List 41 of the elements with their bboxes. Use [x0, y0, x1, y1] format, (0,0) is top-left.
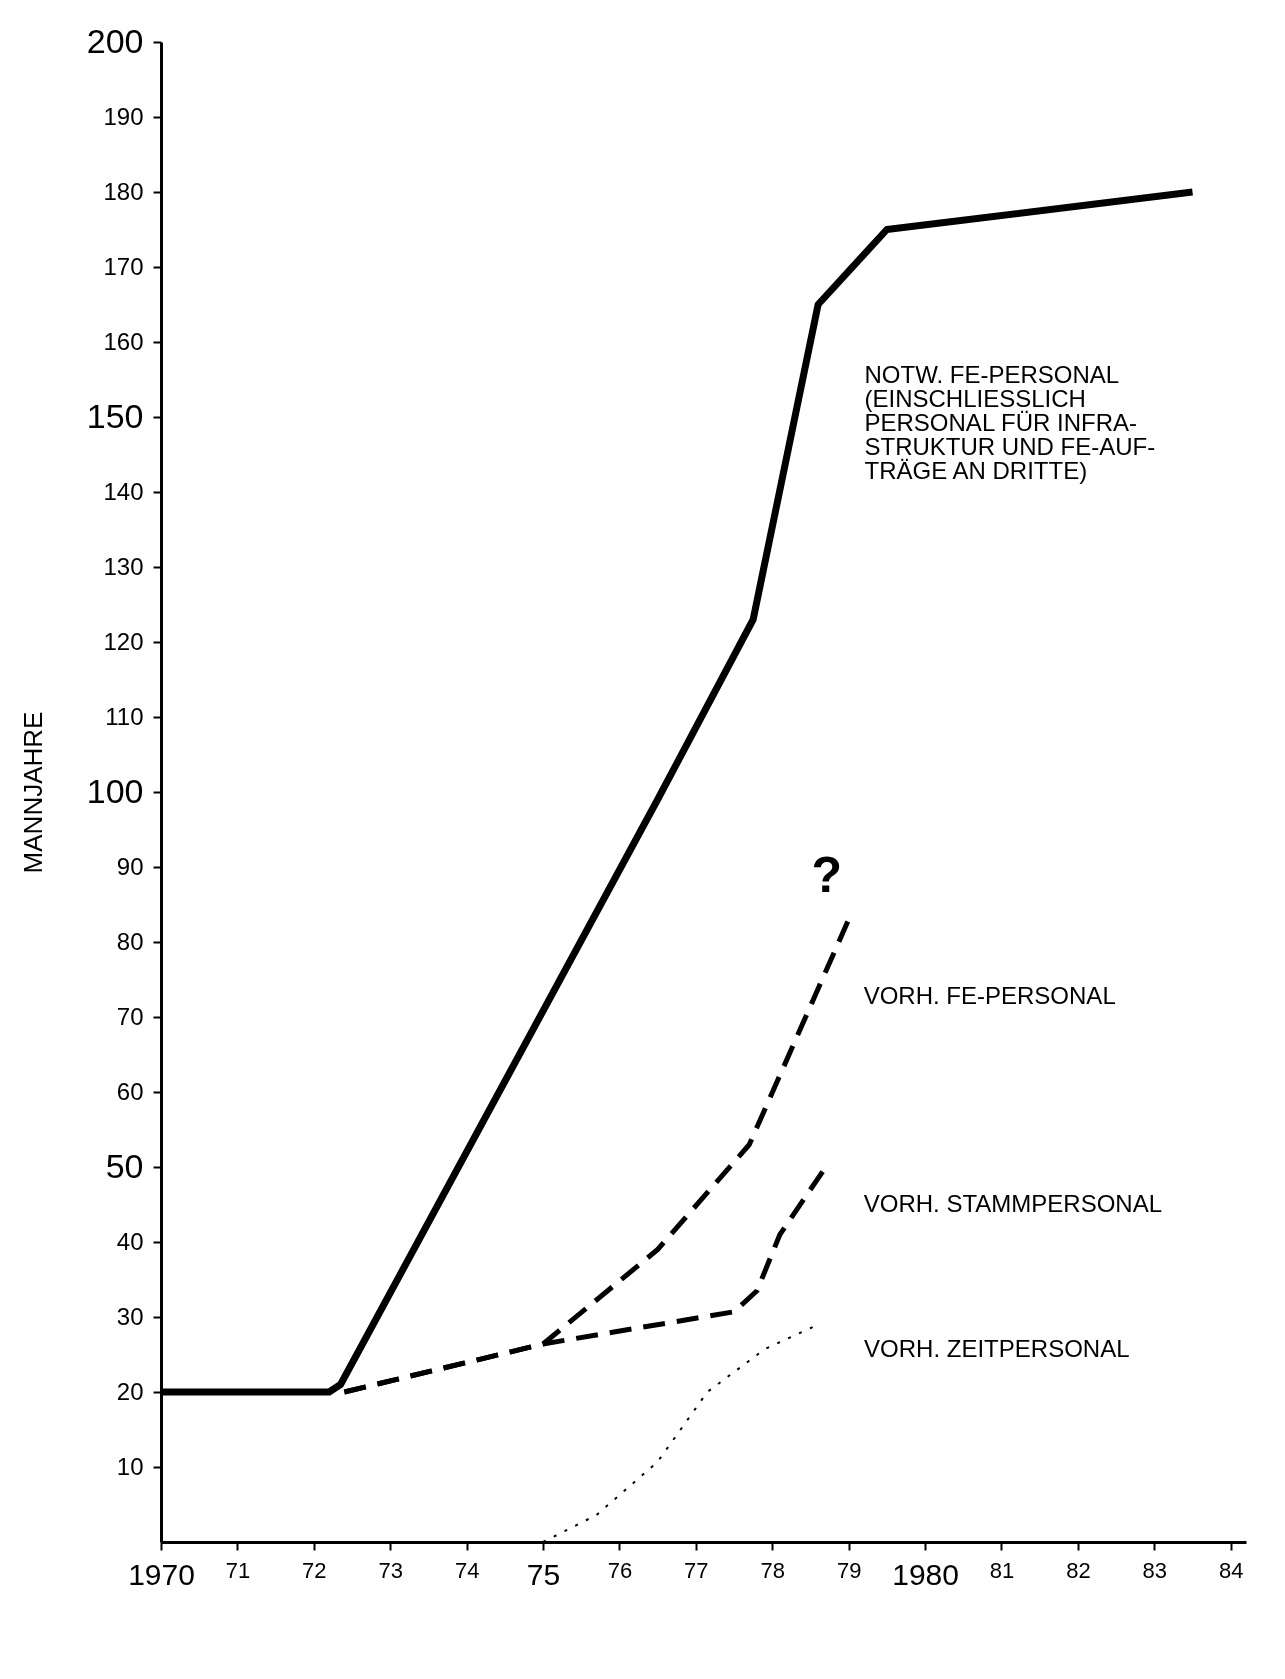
x-tick-label: 72	[302, 1557, 327, 1583]
x-tick-label: 82	[1066, 1557, 1091, 1583]
y-tick-label: 130	[103, 552, 144, 580]
y-tick-label: 190	[103, 102, 144, 130]
y-tick-label: 30	[116, 1302, 144, 1330]
y-tick-label: 110	[105, 702, 144, 730]
y-tick-label: 90	[116, 852, 144, 880]
y-tick-label: 180	[103, 177, 144, 205]
series-label: VORH. STAMMPERSONAL	[863, 1190, 1163, 1217]
y-tick-label: 40	[116, 1227, 144, 1255]
y-tick-label: 160	[103, 327, 144, 355]
y-tick-label: 100	[86, 771, 144, 810]
y-tick-label: 50	[105, 1146, 144, 1185]
x-tick-label: 74	[454, 1557, 480, 1583]
y-tick-label: 80	[116, 927, 144, 955]
series-label: VORH. FE-PERSONAL	[863, 981, 1116, 1009]
text: NOTW. FE-PERSONAL (EINSCHLIESSLICH PERSONAL FÜR INFRA- STRUKTUR UND FE-AUF- TRÄGE AN DRITTE)	[864, 361, 1156, 484]
x-tick-label: 1980	[892, 1557, 959, 1591]
y-tick-label: 150	[86, 396, 144, 435]
x-tick-label: 83	[1142, 1557, 1168, 1583]
x-tick-label: 76	[607, 1557, 633, 1583]
x-tick-label: 1970	[128, 1557, 195, 1591]
y-tick-label: 60	[116, 1077, 144, 1105]
y-tick-label: 200	[86, 21, 144, 60]
y-tick-label: 70	[116, 1002, 144, 1030]
y-tick-label: 10	[116, 1452, 144, 1480]
x-tick-label: 75	[526, 1557, 561, 1591]
y-tick-label: 120	[103, 627, 144, 655]
x-tick-label: 81	[989, 1557, 1015, 1583]
x-tick-label: 71	[225, 1557, 251, 1583]
x-tick-label: 79	[836, 1557, 862, 1583]
y-tick-label: 140	[103, 477, 144, 505]
x-tick-label: 78	[760, 1557, 786, 1583]
series-label: VORH. ZEITPERSONAL	[864, 1334, 1130, 1362]
y-tick-label: 20	[116, 1377, 144, 1405]
x-tick-label: 84	[1218, 1557, 1244, 1583]
annotation: ?	[811, 846, 842, 903]
x-tick-label: 77	[684, 1557, 709, 1583]
y-tick-label: 170	[103, 252, 144, 280]
y-axis-title: MANNJAHRE	[17, 711, 48, 874]
x-tick-label: 73	[378, 1557, 403, 1583]
